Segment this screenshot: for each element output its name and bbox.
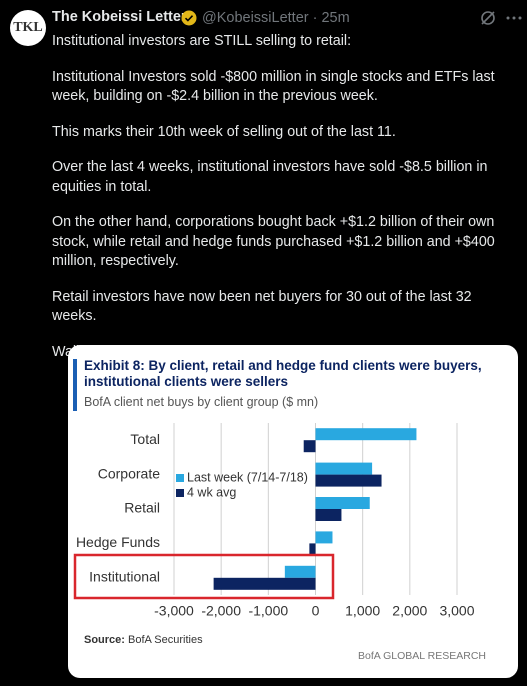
x-tick-label: -3,000 (154, 603, 194, 619)
tweet-paragraph: Institutional Investors sold -$800 milli… (52, 68, 495, 105)
bar (309, 543, 316, 556)
bar (315, 462, 373, 475)
source-label: Source: (84, 634, 125, 646)
chart-subtitle: BofA client net buys by client group ($ … (84, 395, 319, 409)
bar (303, 440, 316, 453)
legend-swatch (176, 489, 184, 497)
bar (284, 565, 316, 578)
chart-image[interactable]: Exhibit 8: By client, retail and hedge f… (68, 345, 518, 678)
y-tick-label: Corporate (98, 465, 160, 481)
x-tick-label: 3,000 (439, 603, 474, 619)
avatar[interactable]: TKL (10, 10, 46, 46)
x-tick-label: 0 (312, 603, 320, 619)
legend-label: Last week (7/14-7/18) (187, 470, 308, 484)
bar (315, 474, 382, 487)
bar (315, 509, 342, 521)
verified-badge (181, 10, 197, 26)
y-tick-label: Hedge Funds (76, 534, 160, 550)
tweet-paragraph: On the other hand, corporations bought b… (52, 214, 495, 269)
y-tick-label: Total (130, 431, 160, 447)
bar (315, 428, 417, 441)
bar (315, 531, 333, 544)
tweet-paragraph: Retail investors have now been net buyer… (52, 288, 472, 325)
grok-icon[interactable] (478, 8, 498, 28)
x-tick-label: -2,000 (201, 603, 241, 619)
bar (315, 497, 370, 509)
x-tick-label: 2,000 (392, 603, 427, 619)
x-tick-label: 1,000 (345, 603, 380, 619)
highlight-box (73, 553, 335, 600)
legend-label: 4 wk avg (187, 485, 236, 499)
more-icon[interactable] (504, 8, 524, 28)
chart-title: Exhibit 8: By client, retail and hedge f… (84, 358, 482, 389)
tweet-paragraph: Over the last 4 weeks, institutional inv… (52, 159, 488, 195)
chart: -3,000 -2,000 -1,000 0 1,000 2,000 3,000 Total C… (73, 423, 486, 662)
footer: BofA GLOBAL RESEARCH (358, 650, 486, 662)
y-tick-label: Retail (124, 500, 160, 516)
title-accent (73, 359, 77, 411)
legend-swatch (176, 474, 184, 482)
author-name[interactable]: The Kobeissi Letter (52, 9, 187, 25)
bar (213, 577, 316, 590)
author-handle[interactable]: @KobeissiLetter · 25m (202, 10, 350, 26)
tweet-paragraph: Institutional investors are STILL sellin… (52, 33, 352, 49)
source: BofA Securities (128, 634, 203, 646)
x-tick-label: -1,000 (248, 603, 288, 619)
tweet-paragraph: This marks their 10th week of selling ou… (52, 123, 396, 140)
tweet-text: Institutional investors are STILL sellin… (52, 32, 520, 378)
y-tick-label: Institutional (89, 569, 160, 585)
